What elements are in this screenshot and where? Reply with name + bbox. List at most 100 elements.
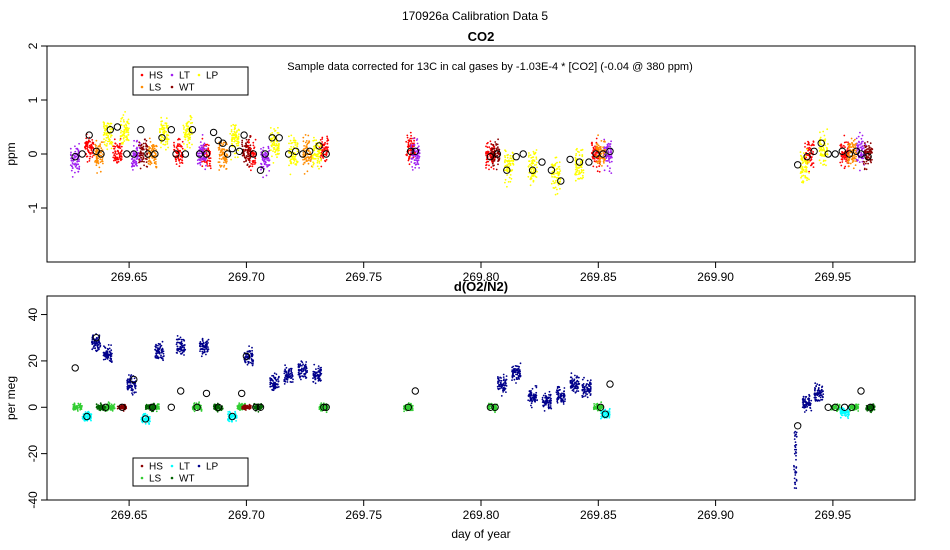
data-point bbox=[413, 142, 415, 145]
data-point bbox=[528, 152, 530, 154]
data-point bbox=[138, 144, 140, 147]
data-point bbox=[209, 167, 212, 170]
data-point bbox=[90, 149, 93, 152]
data-point bbox=[812, 143, 815, 146]
data-point bbox=[570, 384, 573, 387]
data-point bbox=[553, 182, 555, 185]
data-point bbox=[162, 128, 165, 131]
co2-annotation: Sample data corrected for 13C in cal gas… bbox=[287, 61, 693, 73]
data-point bbox=[812, 140, 815, 143]
data-point bbox=[312, 381, 315, 383]
data-point bbox=[132, 145, 135, 147]
data-point bbox=[305, 140, 308, 142]
data-point bbox=[230, 130, 233, 133]
data-point bbox=[561, 392, 563, 395]
data-point bbox=[101, 160, 103, 163]
data-point bbox=[246, 163, 249, 166]
mean-marker bbox=[106, 126, 115, 134]
data-point bbox=[581, 394, 584, 397]
data-point bbox=[512, 365, 515, 368]
data-point bbox=[110, 134, 113, 137]
data-point bbox=[496, 151, 499, 154]
co2-series-LS bbox=[93, 134, 858, 175]
data-point bbox=[224, 159, 227, 162]
data-point bbox=[155, 346, 158, 349]
data-point bbox=[132, 155, 134, 157]
data-point bbox=[161, 357, 164, 360]
data-point bbox=[531, 167, 534, 170]
data-point bbox=[855, 142, 857, 145]
data-point bbox=[323, 406, 326, 409]
data-point bbox=[606, 165, 609, 167]
data-point bbox=[112, 407, 115, 410]
data-point bbox=[288, 135, 290, 138]
data-point bbox=[175, 160, 177, 163]
data-point bbox=[822, 154, 825, 157]
data-point bbox=[290, 145, 292, 148]
data-point bbox=[162, 352, 165, 355]
data-point bbox=[102, 153, 104, 156]
data-point bbox=[858, 141, 860, 144]
data-point bbox=[591, 141, 593, 144]
data-point bbox=[410, 145, 413, 147]
data-point bbox=[493, 164, 495, 167]
data-point bbox=[277, 386, 280, 388]
data-point bbox=[127, 374, 130, 376]
data-point bbox=[208, 162, 211, 165]
data-point bbox=[536, 166, 538, 169]
data-point bbox=[558, 172, 561, 175]
data-point bbox=[290, 376, 293, 379]
data-point bbox=[819, 154, 822, 157]
data-point bbox=[411, 408, 414, 410]
data-point bbox=[108, 140, 111, 143]
data-point bbox=[316, 159, 319, 162]
data-point bbox=[163, 129, 166, 132]
data-point bbox=[414, 163, 417, 166]
data-point bbox=[530, 399, 533, 401]
data-point bbox=[559, 178, 562, 181]
data-point bbox=[270, 377, 273, 380]
data-point bbox=[236, 156, 239, 159]
data-point bbox=[275, 153, 277, 156]
data-point bbox=[511, 370, 513, 373]
o2n2-ytick-label: 40 bbox=[26, 308, 40, 322]
data-point bbox=[489, 140, 492, 143]
data-point bbox=[179, 149, 182, 152]
data-point bbox=[182, 124, 185, 127]
data-point bbox=[79, 406, 82, 409]
data-point bbox=[105, 407, 108, 410]
data-point bbox=[292, 139, 295, 142]
data-point bbox=[848, 151, 851, 154]
o2n2-xlabel: day of year bbox=[451, 527, 510, 541]
data-point bbox=[815, 398, 817, 401]
data-point bbox=[799, 172, 802, 175]
data-point bbox=[69, 147, 72, 150]
data-point bbox=[184, 136, 187, 139]
data-point bbox=[294, 158, 296, 160]
data-point bbox=[74, 150, 77, 153]
data-point bbox=[303, 173, 306, 175]
data-point bbox=[84, 147, 87, 150]
data-point bbox=[69, 164, 72, 167]
co2-points bbox=[69, 111, 874, 196]
data-point bbox=[559, 396, 562, 399]
data-point bbox=[500, 379, 503, 382]
o2n2-xtick-label: 269.95 bbox=[815, 508, 852, 522]
data-point bbox=[163, 124, 165, 127]
data-point bbox=[290, 368, 293, 371]
data-point bbox=[97, 343, 100, 346]
data-point bbox=[805, 409, 808, 412]
data-point bbox=[95, 152, 97, 155]
data-point bbox=[109, 124, 111, 127]
data-point bbox=[547, 403, 550, 406]
data-point bbox=[143, 160, 145, 163]
data-point bbox=[273, 372, 276, 375]
data-point bbox=[547, 401, 549, 404]
data-point bbox=[84, 145, 86, 148]
data-point bbox=[98, 347, 100, 349]
data-point bbox=[545, 395, 548, 398]
data-point bbox=[191, 133, 193, 135]
data-point bbox=[577, 376, 579, 379]
mean-marker bbox=[195, 150, 204, 158]
data-point bbox=[843, 141, 846, 144]
